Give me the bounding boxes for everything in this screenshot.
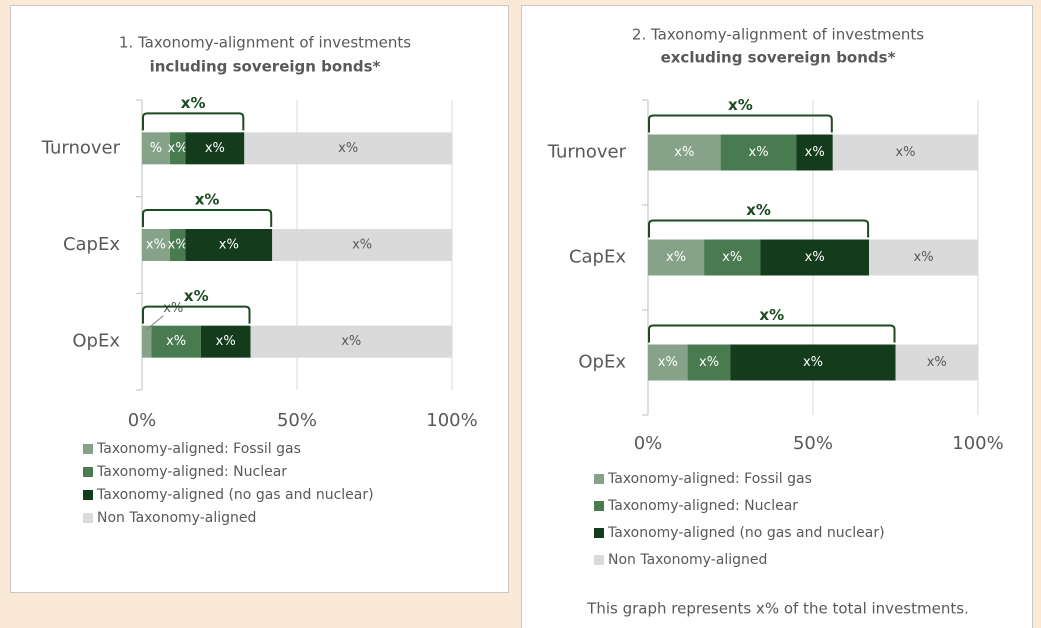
bracket (648, 114, 833, 133)
bracket-label: x% (746, 201, 771, 219)
y-tick-label: Turnover (41, 137, 121, 158)
bracket (142, 209, 273, 227)
bracket-label: x% (181, 94, 206, 112)
panel (521, 5, 1033, 628)
legend-label: Taxonomy-aligned (no gas and nuclear) (96, 487, 374, 503)
bracket-label: x% (728, 96, 753, 114)
bar-segment (272, 229, 452, 261)
legend-label: Taxonomy-aligned: Fossil gas (607, 471, 812, 487)
y-tick-label: CapEx (63, 234, 120, 255)
y-tick-label: OpEx (72, 331, 120, 352)
bracket-label: x% (184, 287, 209, 305)
x-tick-label: 100% (952, 433, 1003, 454)
legend-swatch (594, 474, 604, 484)
value-label: x% (666, 250, 686, 265)
y-tick-label: Turnover (547, 142, 627, 163)
legend-swatch (594, 501, 604, 511)
bar-segment (142, 229, 170, 261)
value-label: x% (927, 355, 947, 370)
value-label: x% (168, 141, 188, 156)
value-label: x% (352, 238, 372, 253)
value-label: x% (338, 141, 358, 156)
x-tick-label: 100% (426, 410, 477, 431)
value-label: x% (674, 145, 694, 160)
legend-swatch (83, 490, 93, 500)
value-label: x% (146, 238, 166, 253)
bracket (648, 324, 896, 343)
value-label: x% (805, 145, 825, 160)
legend-swatch (83, 467, 93, 477)
bar-segment (648, 344, 688, 381)
value-label: x% (803, 355, 823, 370)
bracket-label: x% (195, 191, 220, 209)
bracket (142, 112, 245, 131)
legend-label: Taxonomy-aligned: Nuclear (96, 464, 287, 480)
panel (10, 5, 509, 593)
bar-segment (648, 134, 721, 171)
bar-segment (244, 132, 452, 165)
bar-segment (185, 132, 245, 165)
bar-segment (151, 325, 201, 358)
legend-swatch (83, 513, 93, 523)
value-label: x% (168, 238, 188, 253)
x-tick-label: 0% (128, 410, 157, 431)
value-label: x% (216, 334, 236, 349)
bar-segment (760, 239, 870, 276)
legend-label: Non Taxonomy-aligned (97, 510, 256, 526)
bar-segment (720, 134, 797, 171)
x-tick-label: 0% (634, 433, 663, 454)
legend-label: Taxonomy-aligned (no gas and nuclear) (607, 525, 885, 541)
legend-label: Taxonomy-aligned: Nuclear (607, 498, 798, 514)
value-label: x% (914, 250, 934, 265)
bar-segment (687, 344, 731, 381)
y-tick-label: CapEx (569, 247, 626, 268)
legend-swatch (594, 528, 604, 538)
footnote: This graph represents x% of the total in… (586, 600, 969, 618)
chart-title: 2. Taxonomy-alignment of investments (632, 26, 924, 44)
value-label: % (150, 141, 162, 156)
value-label: x% (219, 238, 239, 253)
bar-segment (832, 134, 978, 171)
value-label: x% (658, 355, 678, 370)
legend-label: Non Taxonomy-aligned (608, 552, 767, 568)
bracket (648, 219, 870, 238)
value-label: x% (163, 301, 183, 316)
value-label: x% (722, 250, 742, 265)
bar-segment (169, 229, 186, 261)
bar-segment (895, 344, 978, 381)
legend-label: Taxonomy-aligned: Fossil gas (96, 441, 301, 457)
bar-segment (185, 229, 273, 261)
x-tick-label: 50% (793, 433, 833, 454)
bar-segment (869, 239, 978, 276)
bar-segment (648, 239, 705, 276)
value-label: x% (749, 145, 769, 160)
bracket-label: x% (759, 306, 784, 324)
chart-title: 1. Taxonomy-alignment of investments (119, 34, 411, 52)
value-label: x% (699, 355, 719, 370)
bar-segment (704, 239, 761, 276)
leader-line (146, 315, 164, 331)
bar-segment (796, 134, 833, 171)
legend-swatch (83, 444, 93, 454)
bar-segment (142, 325, 152, 358)
bar-segment (730, 344, 896, 381)
value-label: x% (805, 250, 825, 265)
value-label: x% (895, 145, 915, 160)
y-tick-label: OpEx (578, 352, 626, 373)
chart-subtitle: including sovereign bonds* (150, 58, 381, 76)
bar-segment (142, 132, 170, 165)
bar-segment (200, 325, 251, 358)
bracket (142, 305, 251, 324)
x-tick-label: 50% (277, 410, 317, 431)
value-label: x% (205, 141, 225, 156)
chart-subtitle: excluding sovereign bonds* (661, 49, 896, 67)
value-label: x% (341, 334, 361, 349)
legend-swatch (594, 555, 604, 565)
value-label: x% (166, 334, 186, 349)
bar-segment (250, 325, 452, 358)
bar-segment (169, 132, 186, 165)
